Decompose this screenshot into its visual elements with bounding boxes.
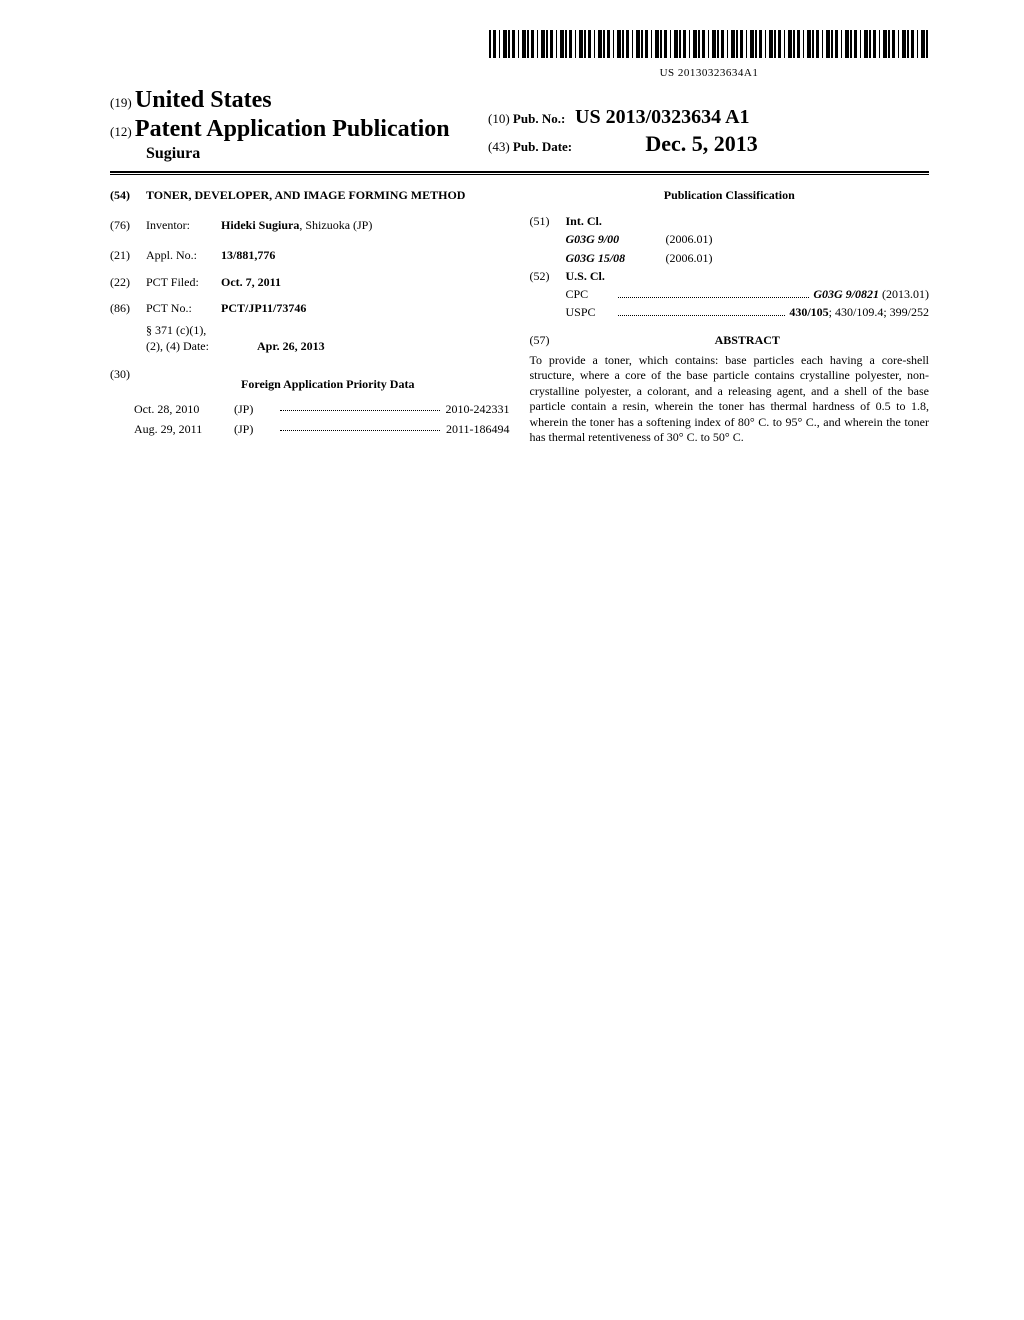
pub-no-label: Pub. No.: xyxy=(513,111,565,126)
uscl-code: (52) xyxy=(530,268,566,284)
cpc-value: G03G 9/0821 xyxy=(813,287,879,301)
priority-country: (JP) xyxy=(234,401,274,417)
intcl-code: (51) xyxy=(530,213,566,229)
country: United States xyxy=(135,87,272,113)
classification-header: Publication Classification xyxy=(530,187,930,203)
pub-no-code: (10) xyxy=(488,111,510,126)
pct-sub-date: Apr. 26, 2013 xyxy=(257,338,325,354)
cpc-label: CPC xyxy=(566,286,614,302)
priority-date: Aug. 29, 2011 xyxy=(134,421,234,437)
uscl-label: U.S. Cl. xyxy=(566,268,605,284)
priority-code: (30) xyxy=(110,366,146,400)
dots xyxy=(280,401,440,411)
intcl-version: (2006.01) xyxy=(666,250,713,266)
barcode xyxy=(489,30,929,58)
priority-country: (JP) xyxy=(234,421,274,437)
right-column: Publication Classification (51) Int. Cl.… xyxy=(530,187,930,446)
priority-date: Oct. 28, 2010 xyxy=(134,401,234,417)
cpc-version: (2013.01) xyxy=(879,287,929,301)
intcl-symbol: G03G 9/00 xyxy=(566,231,666,247)
header-right: (10) Pub. No.: US 2013/0323634 A1 (43) P… xyxy=(488,106,758,159)
pct-label: PCT No.: xyxy=(146,300,221,316)
pub-date: Dec. 5, 2013 xyxy=(645,131,757,156)
appl-no: 13/881,776 xyxy=(221,247,275,263)
rule-bottom xyxy=(110,174,929,175)
uspc-rest: ; 430/109.4; 399/252 xyxy=(829,305,929,319)
appl-label: Appl. No.: xyxy=(146,247,221,263)
content-columns: (54) TONER, DEVELOPER, AND IMAGE FORMING… xyxy=(110,187,929,446)
abstract-body: To provide a toner, which contains: base… xyxy=(530,353,930,447)
inventor-label: Inventor: xyxy=(146,217,221,233)
dots xyxy=(618,289,810,298)
uspc-label: USPC xyxy=(566,304,614,320)
priority-number: 2011-186494 xyxy=(446,421,510,437)
abstract-label: ABSTRACT xyxy=(566,332,930,348)
priority-row: Oct. 28, 2010 (JP) 2010-242331 xyxy=(134,401,510,417)
pct-no: PCT/JP11/73746 xyxy=(221,300,306,316)
priority-header: Foreign Application Priority Data xyxy=(146,376,510,392)
intcl-label: Int. Cl. xyxy=(566,213,602,229)
abstract-code: (57) xyxy=(530,332,566,348)
title: TONER, DEVELOPER, AND IMAGE FORMING METH… xyxy=(146,187,465,203)
pub-date-code: (43) xyxy=(488,139,510,154)
intcl-version: (2006.01) xyxy=(666,231,713,247)
inventor-code: (76) xyxy=(110,217,146,233)
barcode-text: US 20130323634A1 xyxy=(489,67,929,79)
appl-code: (21) xyxy=(110,247,146,263)
pct-code: (86) xyxy=(110,300,146,316)
inventor-loc: , Shizuoka (JP) xyxy=(299,218,372,232)
filed-label: PCT Filed: xyxy=(146,274,221,290)
country-code: (19) xyxy=(110,95,132,110)
doc-type-code: (12) xyxy=(110,124,132,139)
pub-no: US 2013/0323634 A1 xyxy=(575,106,749,128)
filed-date: Oct. 7, 2011 xyxy=(221,274,281,290)
dots xyxy=(618,307,786,316)
filed-code: (22) xyxy=(110,274,146,290)
uspc-value: 430/105 xyxy=(789,305,828,319)
title-code: (54) xyxy=(110,187,146,203)
intcl-symbol: G03G 15/08 xyxy=(566,250,666,266)
rule-top xyxy=(110,171,929,173)
pct-sub-label: § 371 (c)(1), (2), (4) Date: xyxy=(146,322,257,354)
pub-date-label: Pub. Date: xyxy=(513,139,572,154)
left-column: (54) TONER, DEVELOPER, AND IMAGE FORMING… xyxy=(110,187,510,446)
inventor-name: Hideki Sugiura xyxy=(221,218,299,232)
priority-number: 2010-242331 xyxy=(446,401,510,417)
barcode-region: US 20130323634A1 xyxy=(110,30,929,81)
priority-row: Aug. 29, 2011 (JP) 2011-186494 xyxy=(134,421,510,437)
dots xyxy=(280,421,440,431)
doc-type: Patent Application Publication xyxy=(135,116,450,142)
